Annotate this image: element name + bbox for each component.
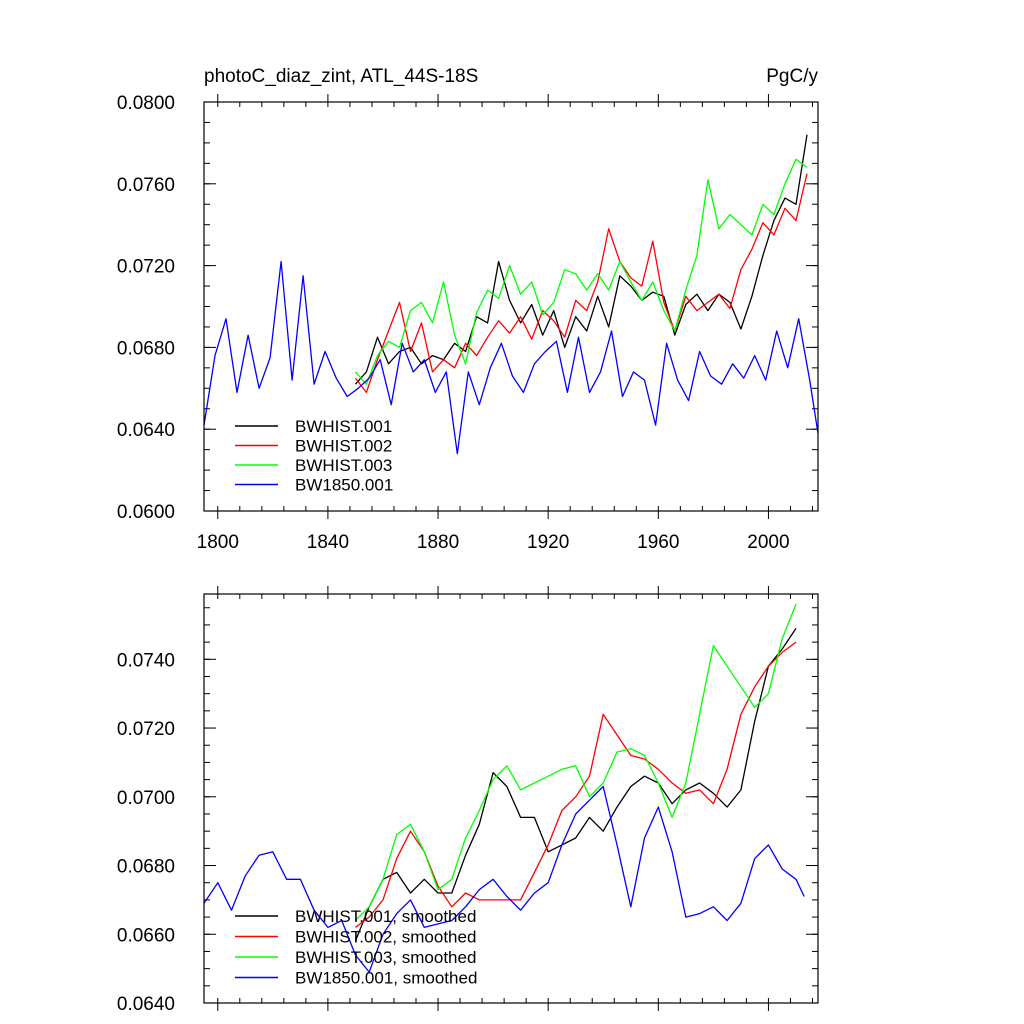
legend-label: BWHIST.001, smoothed bbox=[295, 907, 476, 926]
x-tick-label: 1960 bbox=[637, 532, 679, 553]
series-line-bwhist-003-smoothed bbox=[354, 604, 797, 921]
legend-label: BWHIST.003, smoothed bbox=[295, 948, 476, 967]
legend-label: BW1850.001, smoothed bbox=[295, 969, 477, 988]
y-tick-label: 0.0680 bbox=[117, 338, 175, 359]
top-panel-title-left: photoC_diaz_zint, ATL_44S-18S bbox=[204, 66, 478, 87]
x-tick-label: 1840 bbox=[307, 532, 349, 553]
bottom-panel-series bbox=[203, 604, 805, 973]
series-line-bw1850-001-smoothed bbox=[203, 785, 805, 973]
y-tick-label: 0.0720 bbox=[117, 257, 175, 278]
y-tick-label: 0.0640 bbox=[117, 994, 175, 1015]
y-tick-label: 0.0720 bbox=[117, 719, 175, 740]
top-panel: photoC_diaz_zint, ATL_44S-18S PgC/y 1800… bbox=[117, 66, 819, 553]
y-tick-label: 0.0760 bbox=[117, 175, 175, 196]
series-line-bwhist-001 bbox=[354, 134, 808, 385]
series-line-bwhist-003 bbox=[354, 158, 808, 385]
legend-label: BW1850.001 bbox=[295, 476, 393, 495]
y-tick-label: 0.0640 bbox=[117, 420, 175, 441]
legend-label: BWHIST.002 bbox=[295, 437, 392, 456]
y-tick-label: 0.0740 bbox=[117, 650, 175, 671]
y-tick-label: 0.0700 bbox=[117, 788, 175, 809]
y-tick-label: 0.0680 bbox=[117, 857, 175, 878]
top-panel-ticks: 1800 1840 1880 1920 1960 2000 0.0600 0.0640 0.06… bbox=[117, 93, 818, 553]
y-tick-label: 0.0800 bbox=[117, 93, 175, 114]
y-tick-label: 0.0660 bbox=[117, 925, 175, 946]
bottom-panel-legend: BWHIST.001, smoothed BWHIST.002, smoothed… bbox=[235, 907, 477, 988]
series-line-bwhist-002 bbox=[354, 173, 808, 394]
top-panel-title-right: PgC/y bbox=[766, 66, 818, 87]
legend-label: BWHIST.002, smoothed bbox=[295, 928, 476, 947]
top-panel-frame bbox=[203, 101, 819, 512]
x-tick-label: 1800 bbox=[197, 532, 239, 553]
top-panel-series bbox=[203, 134, 819, 455]
legend-label: BWHIST.003 bbox=[295, 456, 392, 475]
bottom-panel-frame bbox=[203, 593, 819, 1004]
x-tick-label: 1920 bbox=[527, 532, 569, 553]
series-line-bw1850-001 bbox=[203, 260, 819, 455]
bottom-panel: 0.0640 0.0660 0.0680 0.0700 0.0720 0.0740 BWH… bbox=[117, 586, 819, 1015]
series-line-bwhist-001-smoothed bbox=[354, 628, 797, 942]
y-tick-label: 0.0600 bbox=[117, 502, 175, 523]
legend-label: BWHIST.001 bbox=[295, 417, 392, 436]
x-tick-label: 1880 bbox=[417, 532, 459, 553]
x-tick-label: 2000 bbox=[747, 532, 789, 553]
